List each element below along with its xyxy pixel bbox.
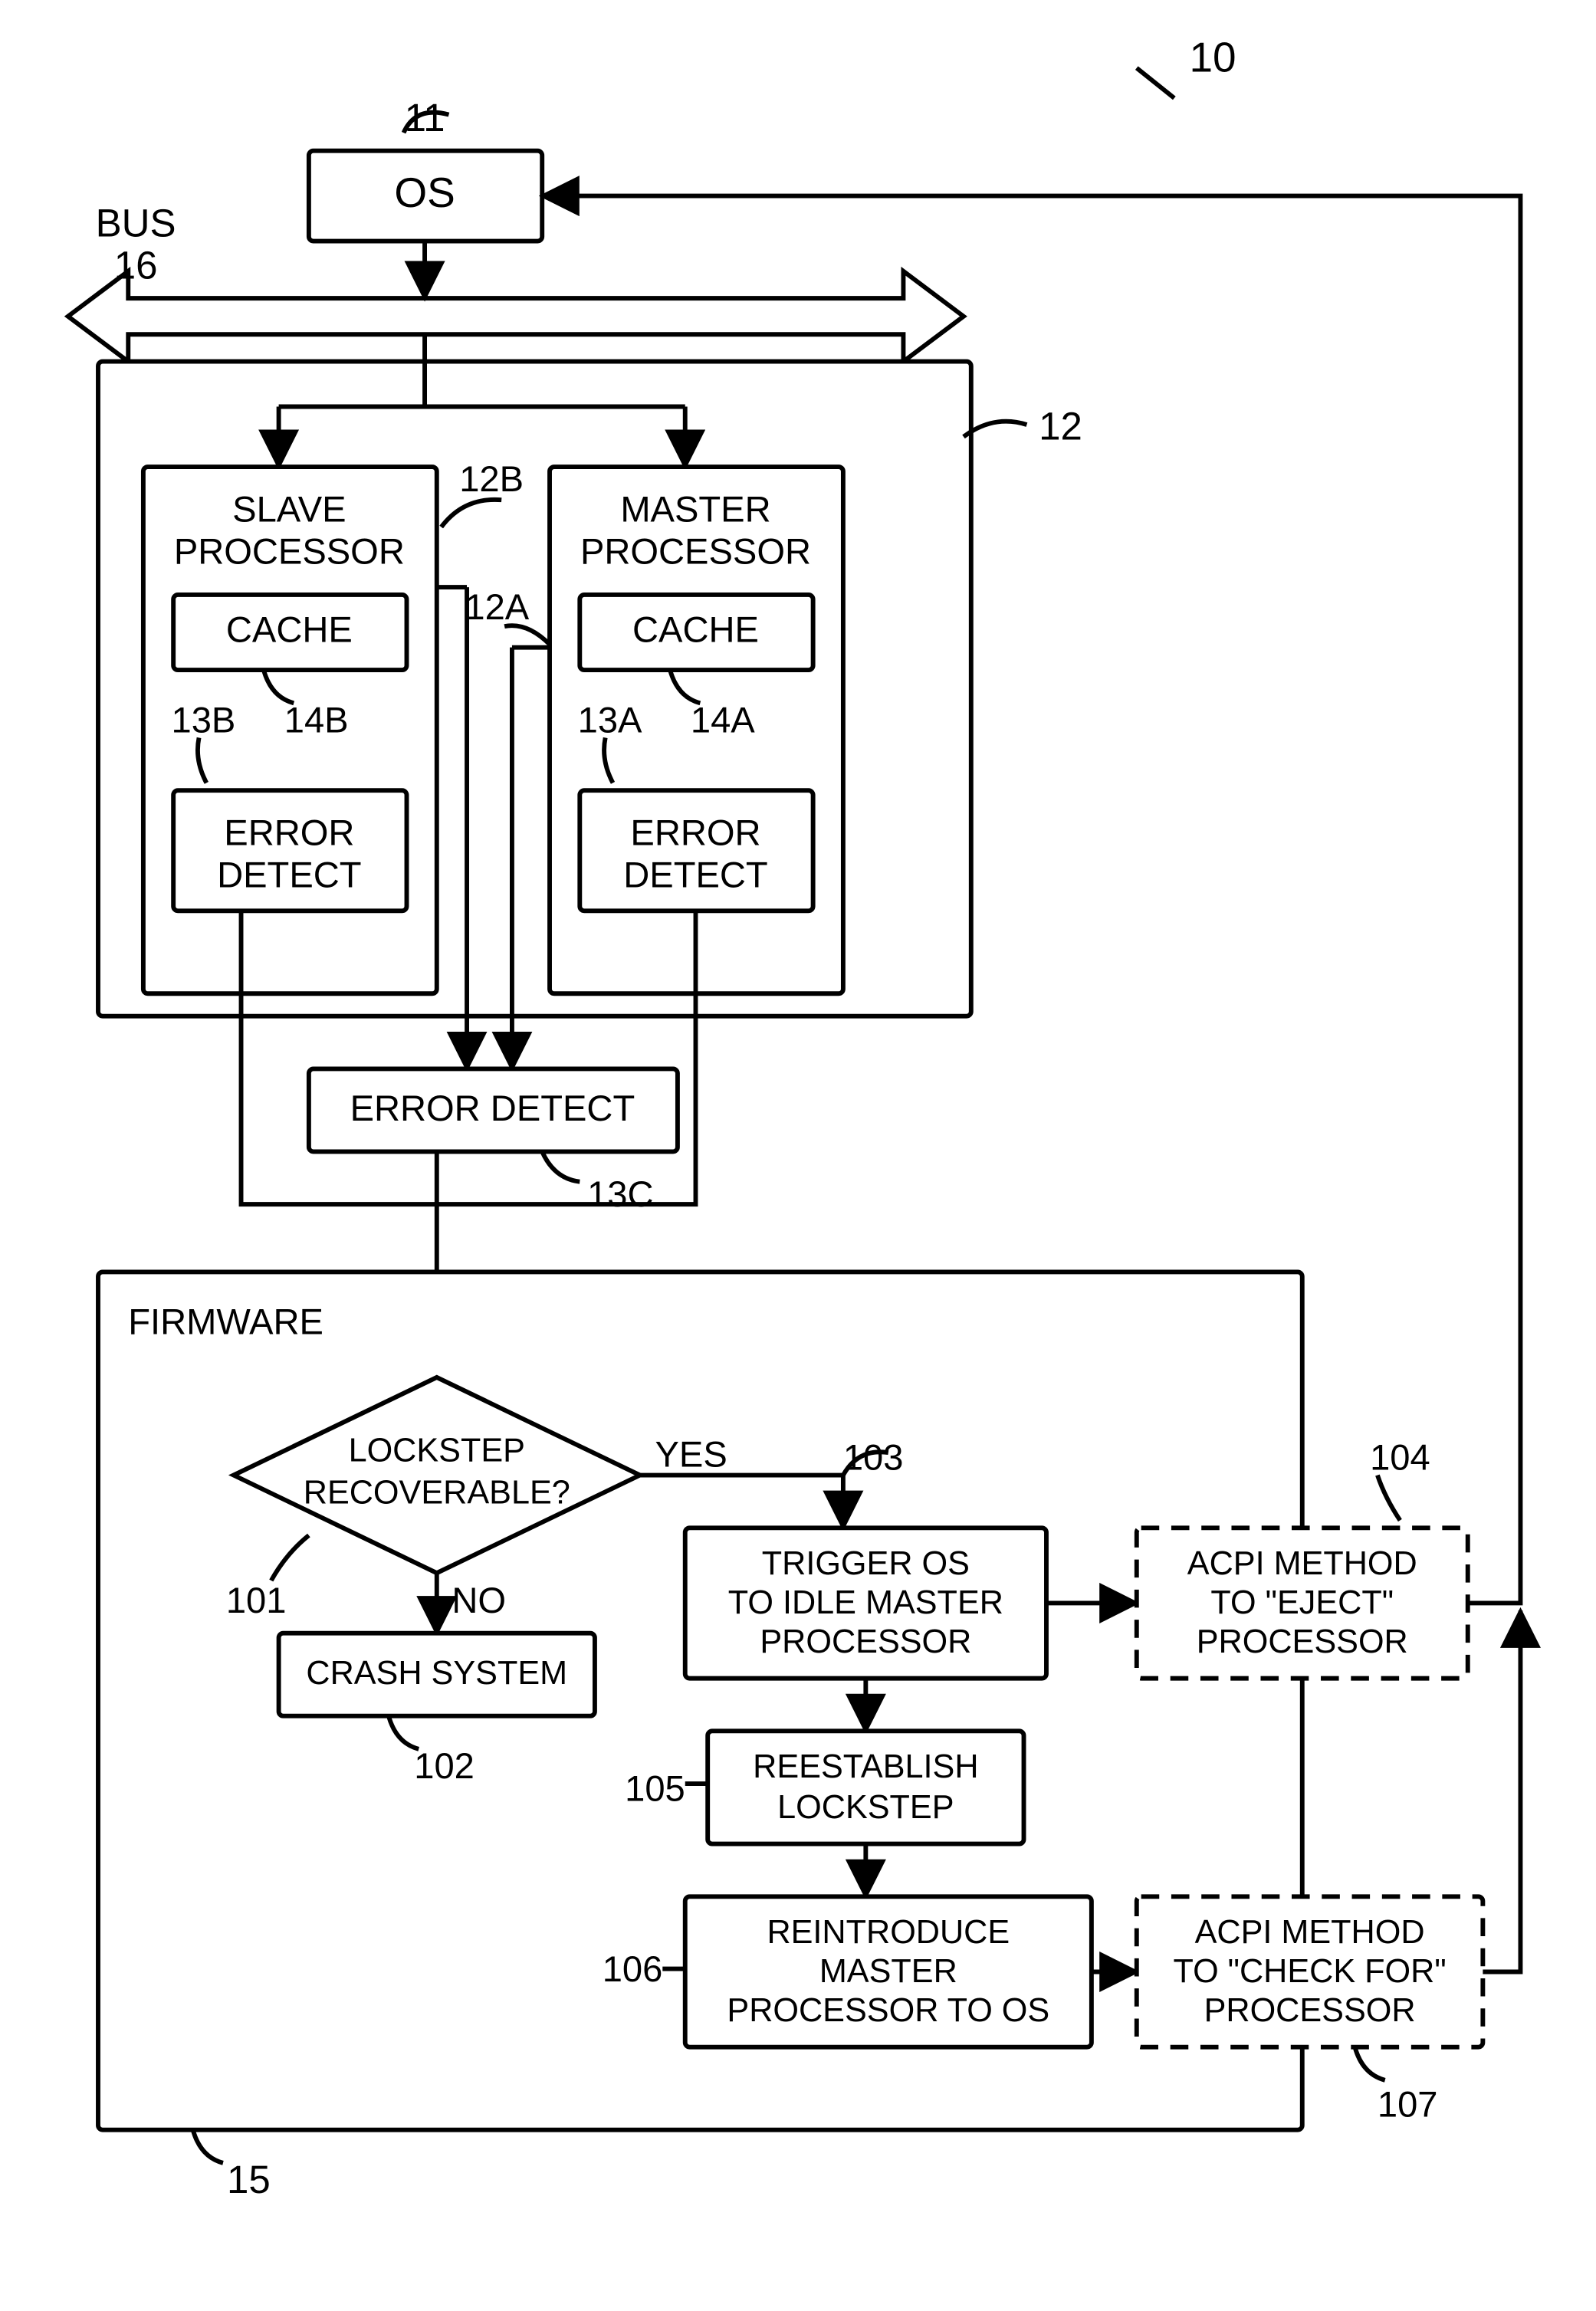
eject-l2: TO "EJECT": [1210, 1584, 1394, 1621]
decision-ref: 101: [226, 1580, 287, 1620]
check-l2: TO "CHECK FOR": [1173, 1953, 1446, 1990]
error-detect-c-ref: 13C: [587, 1174, 653, 1214]
figure-ref-label: 10: [1189, 33, 1236, 80]
decision-l1: LOCKSTEP: [349, 1433, 525, 1469]
firmware-box: FIRMWARE 15: [98, 1272, 1302, 2201]
slave-processor: SLAVE PROCESSOR CACHE 14B 13B ERROR DETE…: [143, 467, 437, 993]
figure-ref-10: 10: [1137, 33, 1236, 98]
crash-label: CRASH SYSTEM: [306, 1655, 567, 1692]
flowchart-diagram: 10 OS 11 BUS 16 12 SLAVE PROCESSOR CACHE…: [15, 15, 1581, 2273]
module-ref: 12: [1039, 404, 1082, 448]
error-detect-c-label: ERROR DETECT: [350, 1088, 635, 1128]
ref-103: 103: [843, 1436, 904, 1477]
eject-l1: ACPI METHOD: [1187, 1545, 1417, 1582]
slave-cache-label: CACHE: [226, 609, 353, 649]
eject-l3: PROCESSOR: [1197, 1623, 1408, 1660]
reintroduce-l1: REINTRODUCE: [767, 1914, 1010, 1951]
trigger-l1: TRIGGER OS: [762, 1545, 970, 1582]
slave-title2: PROCESSOR: [174, 530, 405, 571]
reestablish-l2: LOCKSTEP: [777, 1789, 954, 1826]
master-error-l2: DETECT: [623, 855, 767, 895]
os-block: OS 11: [309, 96, 542, 241]
error-detect-c: ERROR DETECT 13C: [309, 1069, 678, 1213]
reintroduce-ref: 106: [603, 1948, 663, 1989]
master-error-l1: ERROR: [630, 812, 760, 853]
check-l3: PROCESSOR: [1204, 1992, 1416, 2029]
svg-text:12B: 12B: [459, 458, 524, 499]
os-ref: 11: [405, 96, 445, 140]
trigger-l3: PROCESSOR: [760, 1623, 971, 1660]
check-ref: 107: [1378, 2084, 1438, 2125]
reintroduce-l3: PROCESSOR TO OS: [727, 1992, 1049, 2029]
bus-label-bottom: 16: [114, 243, 158, 287]
slave-title1: SLAVE: [232, 488, 346, 529]
master-title1: MASTER: [620, 488, 770, 529]
slave-error-l2: DETECT: [217, 855, 361, 895]
master-cache-ref: 14A: [691, 699, 755, 740]
reestablish-ref: 105: [625, 1768, 685, 1808]
check-l1: ACPI METHOD: [1195, 1914, 1425, 1951]
trigger-block: TRIGGER OS TO IDLE MASTER PROCESSOR: [685, 1528, 1046, 1678]
master-error-ref: 13A: [578, 699, 642, 740]
svg-text:12A: 12A: [465, 586, 529, 627]
decision-no: NO: [452, 1580, 506, 1620]
firmware-ref: 15: [227, 2158, 271, 2201]
os-label: OS: [394, 169, 455, 216]
slave-error-l1: ERROR: [224, 812, 354, 853]
crash-ref: 102: [414, 1745, 475, 1786]
edge-check-up: [1483, 1610, 1520, 1971]
slave-cache-ref: 14B: [284, 699, 349, 740]
slave-error-ref: 13B: [172, 699, 236, 740]
svg-text:103: 103: [843, 1436, 904, 1477]
master-cache-label: CACHE: [632, 609, 759, 649]
firmware-label: FIRMWARE: [128, 1302, 323, 1342]
decision-l2: RECOVERABLE?: [304, 1474, 570, 1511]
decision-yes: YES: [655, 1433, 727, 1474]
eject-ref: 104: [1370, 1436, 1430, 1477]
master-title2: PROCESSOR: [580, 530, 811, 571]
bus-label-top: BUS: [96, 201, 176, 245]
reintroduce-l2: MASTER: [819, 1953, 957, 1990]
reestablish-l1: REESTABLISH: [753, 1748, 978, 1785]
trigger-l2: TO IDLE MASTER: [728, 1584, 1003, 1621]
